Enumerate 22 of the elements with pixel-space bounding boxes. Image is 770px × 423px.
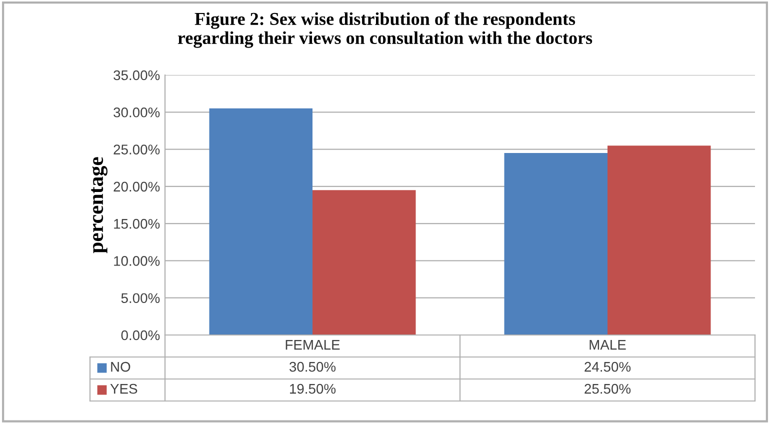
data-label: 25.50% [584,384,631,394]
y-tick-label: 20.00% [114,182,160,192]
x-tick-label: FEMALE [286,340,340,350]
y-tick-label: 35.00% [114,70,160,80]
y-tick-label: 15.00% [114,218,160,229]
bar [209,108,312,335]
y-tick-label: 5.00% [121,293,160,304]
y-tick-label: 30.00% [114,107,160,118]
data-label: 30.50% [289,362,336,372]
x-tick-label: MALE [590,340,626,350]
legend-label: NO [111,362,130,372]
y-tick-label: 25.00% [114,144,160,154]
bar [504,153,608,335]
bar [608,146,711,335]
y-axis-title: percentage [91,157,108,254]
data-label: 24.50% [584,362,631,372]
chart-title: Figure 2: Sex wise distribution of the respondents regarding their views on consultation with the doctors [178,12,592,48]
bar [312,190,416,335]
y-tick-label: 10.00% [114,256,160,266]
data-label: 19.50% [290,384,336,394]
y-tick-label: 0.00% [121,330,160,340]
legend-label: YES [110,384,138,394]
